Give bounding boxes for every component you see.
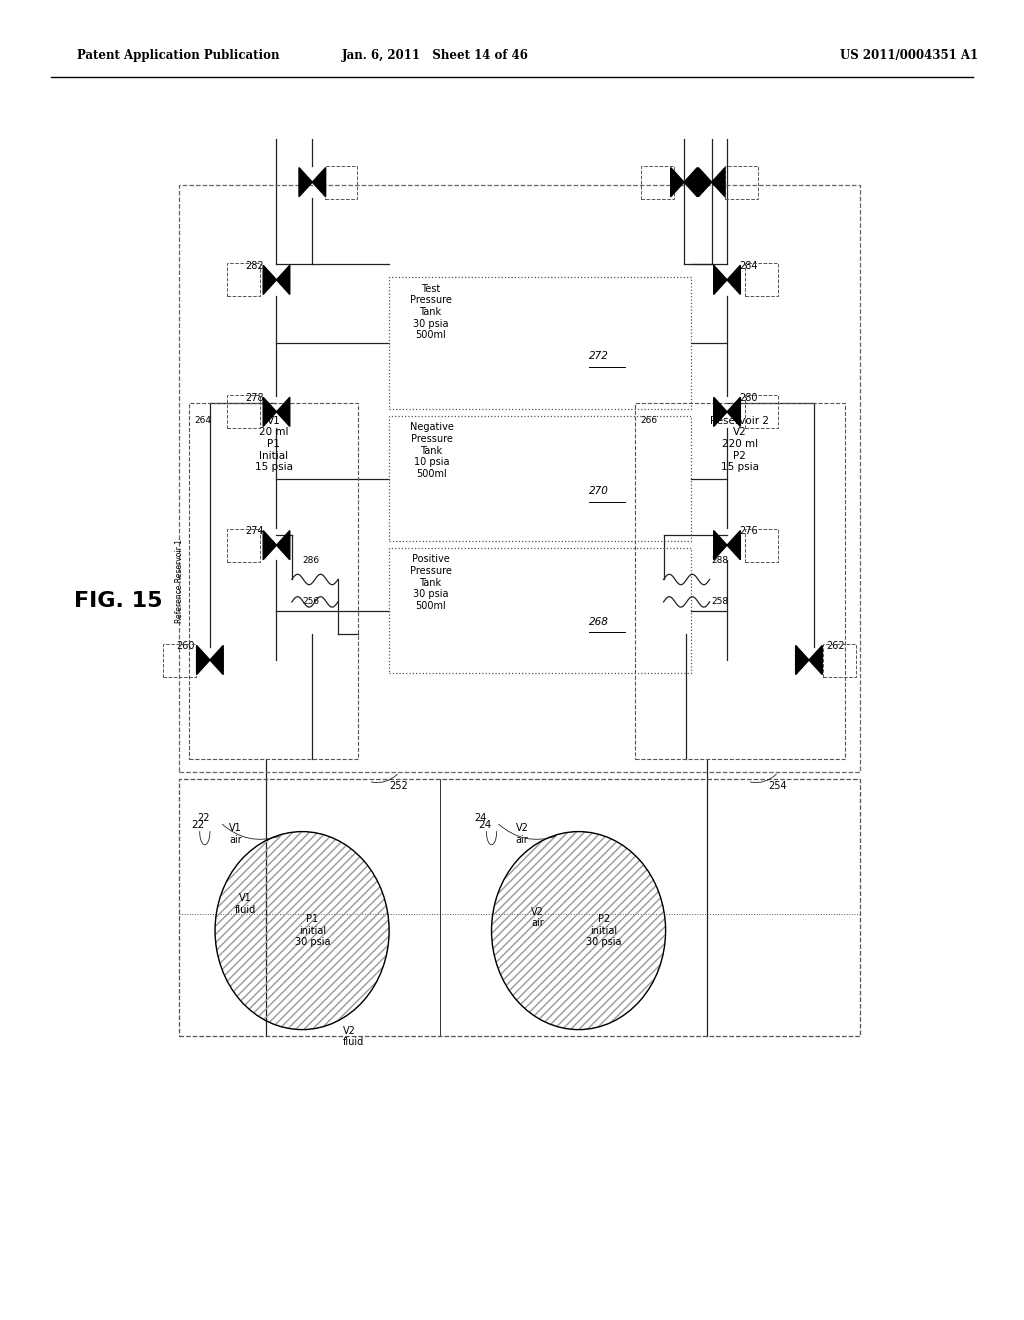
Bar (189, 403, 358, 759)
Text: Jan. 6, 2011   Sheet 14 of 46: Jan. 6, 2011 Sheet 14 of 46 (342, 49, 528, 62)
Text: 284: 284 (739, 260, 758, 271)
Polygon shape (263, 397, 276, 426)
Polygon shape (684, 168, 697, 197)
Bar (745, 263, 778, 296)
Text: 288: 288 (712, 556, 729, 565)
Bar (641, 165, 674, 198)
Text: 24: 24 (478, 820, 492, 830)
Bar (163, 644, 196, 676)
Text: 264: 264 (195, 416, 212, 425)
Text: 262: 262 (826, 640, 845, 651)
Text: 276: 276 (739, 525, 758, 536)
Polygon shape (727, 531, 740, 560)
Bar (179, 779, 860, 1036)
Polygon shape (312, 168, 326, 197)
Polygon shape (712, 168, 725, 197)
Polygon shape (671, 168, 684, 197)
Text: V1
fluid: V1 fluid (236, 894, 256, 915)
Text: Positive
Pressure
Tank
30 psia
500ml: Positive Pressure Tank 30 psia 500ml (410, 554, 452, 611)
Bar (725, 165, 758, 198)
Polygon shape (714, 397, 727, 426)
Text: Reference Reservoir 1: Reference Reservoir 1 (175, 539, 184, 623)
Text: FIG. 15: FIG. 15 (74, 590, 162, 611)
Text: 274: 274 (246, 525, 264, 536)
Text: 272: 272 (589, 351, 608, 362)
Polygon shape (276, 531, 290, 560)
Text: 278: 278 (246, 392, 264, 403)
Text: V1
air: V1 air (229, 824, 242, 845)
Bar (389, 548, 691, 673)
Text: 252: 252 (389, 781, 408, 792)
Text: 270: 270 (589, 486, 608, 496)
Text: 258: 258 (712, 597, 729, 606)
Text: V2
fluid: V2 fluid (343, 1026, 365, 1047)
Polygon shape (276, 265, 290, 294)
Text: 22: 22 (191, 820, 205, 830)
Text: 256: 256 (302, 597, 319, 606)
Polygon shape (714, 531, 727, 560)
Text: V2
air: V2 air (516, 824, 528, 845)
Bar (389, 416, 691, 541)
Bar (227, 396, 260, 428)
Polygon shape (210, 645, 223, 675)
Text: Negative
Pressure
Tank
10 psia
500ml: Negative Pressure Tank 10 psia 500ml (410, 422, 454, 479)
Text: 260: 260 (176, 640, 195, 651)
Text: P2
initial
30 psia: P2 initial 30 psia (587, 913, 622, 948)
Text: 282: 282 (246, 260, 264, 271)
Text: 266: 266 (640, 416, 657, 425)
Bar (179, 185, 860, 772)
Polygon shape (263, 531, 276, 560)
Polygon shape (727, 265, 740, 294)
Bar (389, 277, 691, 409)
Polygon shape (698, 168, 712, 197)
Text: V2
air: V2 air (531, 907, 544, 928)
Text: 280: 280 (739, 392, 758, 403)
Text: 286: 286 (302, 556, 319, 565)
Text: 254: 254 (768, 781, 786, 792)
Text: 22: 22 (198, 813, 210, 824)
Text: Reservoir 2
V2
220 ml
P2
15 psia: Reservoir 2 V2 220 ml P2 15 psia (711, 416, 769, 473)
Text: Patent Application Publication: Patent Application Publication (77, 49, 280, 62)
Text: 24: 24 (474, 813, 486, 824)
Bar (325, 165, 357, 198)
Polygon shape (263, 265, 276, 294)
Text: Test
Pressure
Tank
30 psia
500ml: Test Pressure Tank 30 psia 500ml (410, 284, 452, 341)
Bar (745, 528, 778, 562)
Bar (823, 644, 856, 676)
Bar (227, 528, 260, 562)
Text: V1
20 ml
P1
Initial
15 psia: V1 20 ml P1 Initial 15 psia (255, 416, 293, 473)
Polygon shape (197, 645, 210, 675)
Text: US 2011/0004351 A1: US 2011/0004351 A1 (840, 49, 978, 62)
Polygon shape (727, 397, 740, 426)
Bar (635, 403, 845, 759)
Polygon shape (796, 645, 809, 675)
Text: 268: 268 (589, 616, 608, 627)
Polygon shape (809, 645, 822, 675)
Bar (227, 263, 260, 296)
Bar (745, 396, 778, 428)
Polygon shape (714, 265, 727, 294)
Polygon shape (276, 397, 290, 426)
Polygon shape (299, 168, 312, 197)
Text: P1
initial
30 psia: P1 initial 30 psia (295, 913, 330, 948)
